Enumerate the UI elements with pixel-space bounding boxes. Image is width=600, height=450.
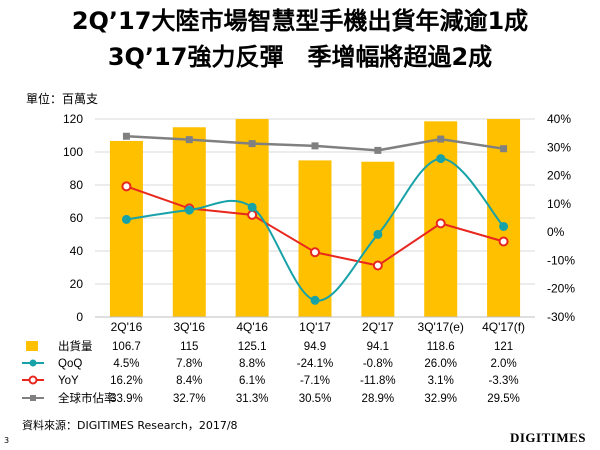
left-tick-label: 20 <box>70 277 84 291</box>
right-tick-label: 40% <box>547 112 571 126</box>
data-table-cell: 8.8% <box>239 358 265 370</box>
data-table-cell: 94.9 <box>304 341 326 353</box>
share-marker-3Q'17(e) <box>437 135 445 143</box>
data-table-cell: 2.0% <box>490 358 516 370</box>
data-table-cell: 6.1% <box>239 375 265 387</box>
yoy-marker-4Q'16 <box>247 209 258 220</box>
right-tick-label: -10% <box>547 253 575 267</box>
left-tick-label: 60 <box>70 211 84 225</box>
data-table-cell: 106.7 <box>112 341 141 353</box>
data-table-cell: -3.3% <box>489 375 519 387</box>
data-table-cell: 115 <box>180 341 198 353</box>
qoq-marker-4Q'16 <box>247 202 257 212</box>
data-table-cell: 29.5% <box>487 393 520 405</box>
data-table-cell: 125.1 <box>238 341 267 353</box>
data-table-cell: 26.0% <box>424 358 457 370</box>
x-tick-label: 3Q'16 <box>173 320 205 334</box>
data-table-cell: 31.3% <box>236 393 269 405</box>
legend-key-shipments <box>26 341 38 351</box>
chart-title-line1: 2Q’17大陸市場智慧型手機出貨年減逾1成 <box>71 7 529 35</box>
data-table-cell: 7.8% <box>176 358 202 370</box>
source-note: 資料來源：DIGITIMES Research，2017/8 <box>22 419 238 432</box>
data-table-cell: -11.8% <box>360 375 396 387</box>
left-tick-label: 0 <box>76 310 83 324</box>
data-table-cell: -7.1% <box>300 375 330 387</box>
data-table-cell: 30.5% <box>299 393 332 405</box>
data-table-cell: 32.9% <box>424 393 457 405</box>
yoy-marker-1Q'17 <box>310 247 320 258</box>
data-table-cell: -24.1% <box>297 358 333 370</box>
legend-label: 全球市佔率 <box>58 391 116 405</box>
share-marker-4Q'17(f) <box>500 145 508 153</box>
x-tick-label: 4Q'16 <box>236 320 268 334</box>
unit-label: 單位：百萬支 <box>26 92 99 106</box>
bar-2Q'17 <box>361 161 395 317</box>
x-tick-label: 4Q'17(f) <box>482 320 525 334</box>
qoq-marker-2Q'16 <box>121 214 131 224</box>
yoy-marker-2Q'17 <box>372 260 383 271</box>
yoy-marker-4Q'17(f) <box>498 236 509 247</box>
data-table-cell: 3.1% <box>428 375 454 387</box>
left-tick-label: 40 <box>70 244 84 258</box>
share-marker-3Q'16 <box>185 136 193 144</box>
qoq-marker-3Q'16 <box>184 205 194 215</box>
left-tick-label: 120 <box>63 112 83 126</box>
legend-label: YoY <box>58 375 79 387</box>
right-tick-label: 20% <box>547 169 571 183</box>
chart-title-line2: 3Q’17強力反彈 季增幅將超過2成 <box>107 43 493 71</box>
right-tick-label: 10% <box>547 197 571 211</box>
data-table-cell: -0.8% <box>363 358 393 370</box>
legend-key-share-marker <box>30 395 36 401</box>
data-table-cell: 33.9% <box>110 393 143 405</box>
data-table-cell: 118.6 <box>427 341 455 353</box>
qoq-marker-1Q'17 <box>310 295 320 305</box>
share-marker-2Q'17 <box>374 146 382 154</box>
right-tick-label: -20% <box>547 282 575 296</box>
legend-label: QoQ <box>58 358 82 370</box>
right-tick-label: -30% <box>547 310 575 324</box>
x-tick-label: 2Q'17 <box>362 320 394 334</box>
bar-1Q'17 <box>298 160 332 317</box>
x-tick-label: 2Q'16 <box>111 320 143 334</box>
data-table-cell: 94.1 <box>367 341 389 353</box>
right-tick-label: 30% <box>547 140 571 154</box>
data-table-cell: 28.9% <box>362 393 395 405</box>
right-tick-label: 0% <box>547 225 565 239</box>
bar-3Q'16 <box>172 127 206 317</box>
data-table-cell: 8.4% <box>176 375 202 387</box>
yoy-marker-2Q'16 <box>121 181 132 192</box>
share-marker-2Q'16 <box>122 132 130 140</box>
qoq-marker-2Q'17 <box>373 229 383 239</box>
page-number: 3 <box>4 436 10 445</box>
data-table-cell: 32.7% <box>173 393 206 405</box>
x-tick-label: 3Q'17(e) <box>418 320 464 334</box>
legend-key-yoy-marker <box>28 375 38 385</box>
data-table-cell: 121 <box>494 341 513 353</box>
x-tick-label: 1Q'17 <box>299 320 331 334</box>
share-marker-4Q'16 <box>248 140 256 148</box>
left-tick-label: 80 <box>70 178 84 192</box>
qoq-marker-3Q'17(e) <box>436 154 446 164</box>
digitimes-logo: DIGITIMES <box>509 430 586 445</box>
yoy-marker-3Q'17(e) <box>435 218 446 229</box>
qoq-marker-4Q'17(f) <box>499 221 509 231</box>
legend-key-qoq-marker <box>29 359 37 367</box>
bar-2Q'16 <box>109 140 143 317</box>
share-marker-1Q'17 <box>311 142 319 150</box>
legend-label: 出貨量 <box>58 339 93 353</box>
data-table-cell: 4.5% <box>113 358 139 370</box>
left-tick-label: 100 <box>63 145 83 159</box>
data-table-cell: 16.2% <box>110 375 143 387</box>
